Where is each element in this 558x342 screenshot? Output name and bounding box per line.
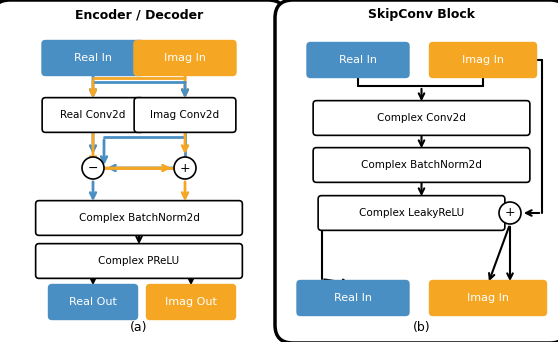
FancyBboxPatch shape bbox=[429, 280, 547, 316]
Text: Imag In: Imag In bbox=[462, 55, 504, 65]
Text: (a): (a) bbox=[130, 321, 148, 334]
FancyBboxPatch shape bbox=[318, 196, 505, 231]
Text: Complex BatchNorm2d: Complex BatchNorm2d bbox=[79, 213, 199, 223]
Text: −: − bbox=[88, 161, 98, 174]
Text: Encoder / Decoder: Encoder / Decoder bbox=[75, 8, 203, 21]
Text: Complex Conv2d: Complex Conv2d bbox=[377, 113, 466, 123]
Text: Complex PReLU: Complex PReLU bbox=[98, 256, 180, 266]
FancyBboxPatch shape bbox=[146, 284, 236, 320]
Text: Real In: Real In bbox=[334, 293, 372, 303]
Text: Complex LeakyReLU: Complex LeakyReLU bbox=[359, 208, 464, 218]
FancyBboxPatch shape bbox=[275, 0, 558, 342]
FancyBboxPatch shape bbox=[306, 42, 410, 78]
Text: Real Conv2d: Real Conv2d bbox=[60, 110, 126, 120]
FancyBboxPatch shape bbox=[429, 42, 537, 78]
Text: Imag In: Imag In bbox=[467, 293, 509, 303]
Text: SkipConv Block: SkipConv Block bbox=[368, 8, 475, 21]
Text: Real In: Real In bbox=[339, 55, 377, 65]
Text: +: + bbox=[504, 207, 515, 220]
Text: (b): (b) bbox=[413, 321, 430, 334]
Text: +: + bbox=[180, 161, 190, 174]
FancyBboxPatch shape bbox=[36, 201, 242, 235]
FancyBboxPatch shape bbox=[41, 40, 145, 76]
FancyBboxPatch shape bbox=[313, 101, 530, 135]
FancyBboxPatch shape bbox=[296, 280, 410, 316]
Text: Imag Out: Imag Out bbox=[165, 297, 217, 307]
Circle shape bbox=[499, 202, 521, 224]
Text: Real In: Real In bbox=[74, 53, 112, 63]
FancyBboxPatch shape bbox=[42, 97, 144, 132]
FancyBboxPatch shape bbox=[134, 97, 236, 132]
FancyBboxPatch shape bbox=[313, 148, 530, 182]
Text: Real Out: Real Out bbox=[69, 297, 117, 307]
Circle shape bbox=[82, 157, 104, 179]
FancyBboxPatch shape bbox=[36, 244, 242, 278]
FancyBboxPatch shape bbox=[48, 284, 138, 320]
FancyBboxPatch shape bbox=[0, 0, 286, 342]
Text: Complex BatchNorm2d: Complex BatchNorm2d bbox=[361, 160, 482, 170]
FancyBboxPatch shape bbox=[133, 40, 237, 76]
Text: Imag Conv2d: Imag Conv2d bbox=[151, 110, 219, 120]
Circle shape bbox=[174, 157, 196, 179]
Text: Imag In: Imag In bbox=[164, 53, 206, 63]
